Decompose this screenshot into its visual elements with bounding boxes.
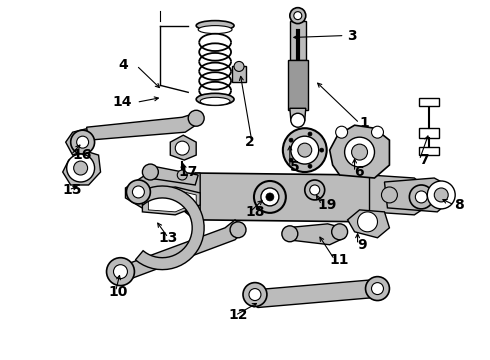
Polygon shape — [87, 112, 200, 140]
Circle shape — [261, 188, 279, 206]
Circle shape — [230, 222, 246, 238]
Circle shape — [382, 187, 397, 203]
Polygon shape — [148, 166, 198, 185]
Text: 8: 8 — [454, 198, 464, 212]
Text: 15: 15 — [63, 183, 82, 197]
Circle shape — [126, 180, 150, 204]
Polygon shape — [290, 21, 306, 60]
Circle shape — [177, 170, 187, 180]
Circle shape — [427, 181, 455, 209]
Circle shape — [434, 188, 448, 202]
Text: 12: 12 — [228, 309, 247, 323]
Circle shape — [308, 132, 312, 136]
Polygon shape — [135, 186, 204, 270]
Circle shape — [188, 110, 204, 126]
Circle shape — [249, 289, 261, 301]
Text: 2: 2 — [245, 135, 255, 149]
Polygon shape — [330, 125, 390, 178]
Text: 6: 6 — [355, 165, 364, 179]
Text: 17: 17 — [178, 165, 197, 179]
Text: 3: 3 — [347, 28, 357, 42]
Polygon shape — [143, 187, 200, 215]
Polygon shape — [385, 178, 451, 212]
Circle shape — [294, 12, 302, 20]
Circle shape — [352, 144, 368, 160]
Polygon shape — [286, 224, 344, 245]
Polygon shape — [288, 60, 308, 110]
Polygon shape — [419, 98, 439, 106]
Circle shape — [234, 62, 244, 71]
Ellipse shape — [196, 21, 234, 31]
Circle shape — [291, 113, 305, 127]
Circle shape — [416, 191, 427, 203]
Circle shape — [310, 185, 319, 195]
Circle shape — [291, 136, 318, 164]
Circle shape — [305, 180, 325, 200]
Circle shape — [344, 137, 374, 167]
Text: 4: 4 — [119, 58, 128, 72]
Text: 7: 7 — [419, 153, 429, 167]
Polygon shape — [232, 67, 246, 82]
Polygon shape — [63, 150, 100, 185]
Circle shape — [409, 185, 433, 209]
Polygon shape — [347, 210, 390, 238]
Circle shape — [283, 128, 327, 172]
Circle shape — [336, 126, 347, 138]
Polygon shape — [148, 190, 196, 212]
Circle shape — [143, 164, 158, 180]
Polygon shape — [125, 173, 200, 212]
Polygon shape — [66, 128, 96, 155]
Circle shape — [74, 161, 88, 175]
Polygon shape — [113, 220, 245, 280]
Ellipse shape — [200, 97, 230, 105]
Circle shape — [106, 258, 134, 285]
Circle shape — [76, 136, 89, 148]
Polygon shape — [185, 173, 379, 222]
Circle shape — [71, 130, 95, 154]
Circle shape — [308, 164, 312, 168]
Circle shape — [371, 126, 384, 138]
Text: 5: 5 — [290, 160, 299, 174]
Circle shape — [358, 212, 377, 232]
Polygon shape — [171, 135, 196, 160]
Text: 14: 14 — [113, 95, 132, 109]
Text: 10: 10 — [108, 284, 128, 298]
Circle shape — [266, 193, 274, 201]
Circle shape — [371, 283, 384, 294]
Ellipse shape — [196, 93, 234, 105]
Circle shape — [290, 8, 306, 24]
Circle shape — [114, 265, 127, 279]
Polygon shape — [419, 128, 439, 138]
Text: 18: 18 — [245, 205, 265, 219]
Circle shape — [132, 186, 145, 198]
Circle shape — [282, 226, 298, 242]
Ellipse shape — [198, 26, 232, 33]
Circle shape — [289, 138, 293, 142]
Circle shape — [243, 283, 267, 306]
Text: 1: 1 — [360, 116, 369, 130]
Circle shape — [67, 154, 95, 182]
Circle shape — [175, 141, 189, 155]
Circle shape — [289, 158, 293, 162]
Polygon shape — [419, 147, 439, 155]
Circle shape — [298, 143, 312, 157]
Polygon shape — [369, 175, 429, 215]
Text: 19: 19 — [318, 198, 337, 212]
Text: 16: 16 — [73, 148, 92, 162]
Polygon shape — [290, 108, 306, 120]
Polygon shape — [248, 280, 385, 307]
Circle shape — [254, 181, 286, 213]
Text: 9: 9 — [358, 238, 367, 252]
Circle shape — [366, 276, 390, 301]
Circle shape — [332, 224, 347, 240]
Text: 13: 13 — [158, 231, 178, 245]
Circle shape — [319, 148, 324, 152]
Text: 11: 11 — [330, 253, 349, 267]
